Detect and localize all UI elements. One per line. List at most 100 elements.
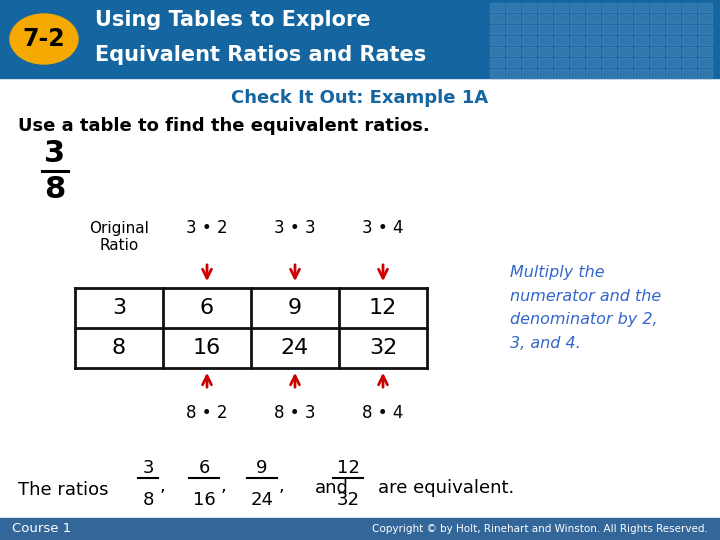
Text: 8: 8 (45, 176, 66, 205)
Text: Multiply the
numerator and the
denominator by 2,
3, and 4.: Multiply the numerator and the denominat… (510, 265, 661, 350)
Text: 32: 32 (336, 491, 359, 509)
Bar (666, 25, 680, 34)
Bar (602, 14, 616, 23)
Bar (538, 69, 552, 78)
Bar (682, 69, 696, 78)
Bar (538, 3, 552, 12)
Bar (570, 47, 584, 56)
Bar (0, 518, 720, 540)
Bar (602, 25, 616, 34)
Ellipse shape (10, 14, 78, 64)
Text: 24: 24 (251, 491, 274, 509)
Bar (522, 14, 536, 23)
Bar (618, 25, 632, 34)
Bar (650, 3, 664, 12)
Bar (602, 36, 616, 45)
Text: 6: 6 (198, 459, 210, 477)
Bar (506, 69, 520, 78)
Text: 12: 12 (369, 298, 397, 318)
Text: 16: 16 (193, 338, 221, 358)
Bar (554, 47, 568, 56)
Text: Equivalent Ratios and Rates: Equivalent Ratios and Rates (95, 45, 426, 65)
Bar (570, 3, 584, 12)
Text: 8 • 4: 8 • 4 (362, 404, 404, 422)
Bar (698, 69, 712, 78)
Bar (506, 14, 520, 23)
Text: 3: 3 (143, 459, 154, 477)
Bar (586, 47, 600, 56)
Text: Check It Out: Example 1A: Check It Out: Example 1A (231, 89, 489, 107)
Bar (554, 36, 568, 45)
Bar (682, 47, 696, 56)
Bar (506, 36, 520, 45)
Text: 3 • 4: 3 • 4 (362, 219, 404, 237)
Bar (554, 58, 568, 67)
Text: 8: 8 (112, 338, 126, 358)
Text: Course 1: Course 1 (12, 523, 71, 536)
Text: ,: , (221, 477, 227, 495)
Bar (698, 14, 712, 23)
Bar (570, 14, 584, 23)
Bar (586, 69, 600, 78)
Bar (666, 69, 680, 78)
Bar (650, 14, 664, 23)
Bar (602, 3, 616, 12)
Bar (522, 47, 536, 56)
Bar (570, 25, 584, 34)
Bar (490, 3, 504, 12)
Bar (602, 58, 616, 67)
Bar (490, 14, 504, 23)
Text: 12: 12 (336, 459, 359, 477)
Bar (522, 25, 536, 34)
Text: and: and (315, 479, 349, 497)
Bar (618, 58, 632, 67)
Text: Use a table to find the equivalent ratios.: Use a table to find the equivalent ratio… (18, 117, 430, 135)
Bar (666, 58, 680, 67)
Bar (522, 58, 536, 67)
Text: 24: 24 (281, 338, 309, 358)
Text: 9: 9 (288, 298, 302, 318)
Bar (666, 14, 680, 23)
Bar (682, 36, 696, 45)
Bar (570, 69, 584, 78)
Bar (586, 14, 600, 23)
Bar (0, 0, 720, 78)
Text: 6: 6 (200, 298, 214, 318)
Bar (682, 58, 696, 67)
Text: Copyright © by Holt, Rinehart and Winston. All Rights Reserved.: Copyright © by Holt, Rinehart and Winsto… (372, 524, 708, 534)
Bar (698, 25, 712, 34)
Bar (698, 58, 712, 67)
Bar (634, 14, 648, 23)
Bar (554, 69, 568, 78)
Bar (554, 25, 568, 34)
Bar (650, 69, 664, 78)
Bar (570, 36, 584, 45)
Bar (698, 36, 712, 45)
Bar (650, 36, 664, 45)
Bar (538, 58, 552, 67)
Text: 8 • 3: 8 • 3 (274, 404, 316, 422)
Bar (522, 36, 536, 45)
Text: ,: , (160, 477, 166, 495)
Text: 3: 3 (45, 138, 66, 167)
Text: 7-2: 7-2 (23, 27, 66, 51)
Bar (634, 36, 648, 45)
Text: 16: 16 (193, 491, 215, 509)
Bar (698, 3, 712, 12)
Bar (554, 3, 568, 12)
Text: 3: 3 (112, 298, 126, 318)
Bar (634, 3, 648, 12)
Text: Original: Original (89, 220, 149, 235)
Bar (682, 3, 696, 12)
Bar (682, 14, 696, 23)
Bar (538, 14, 552, 23)
Bar (586, 3, 600, 12)
Text: 9: 9 (256, 459, 268, 477)
Text: 32: 32 (369, 338, 397, 358)
Text: 8: 8 (143, 491, 153, 509)
Text: 8 • 2: 8 • 2 (186, 404, 228, 422)
Text: Ratio: Ratio (99, 238, 139, 253)
Text: Using Tables to Explore: Using Tables to Explore (95, 10, 371, 30)
Bar (618, 36, 632, 45)
Bar (538, 47, 552, 56)
